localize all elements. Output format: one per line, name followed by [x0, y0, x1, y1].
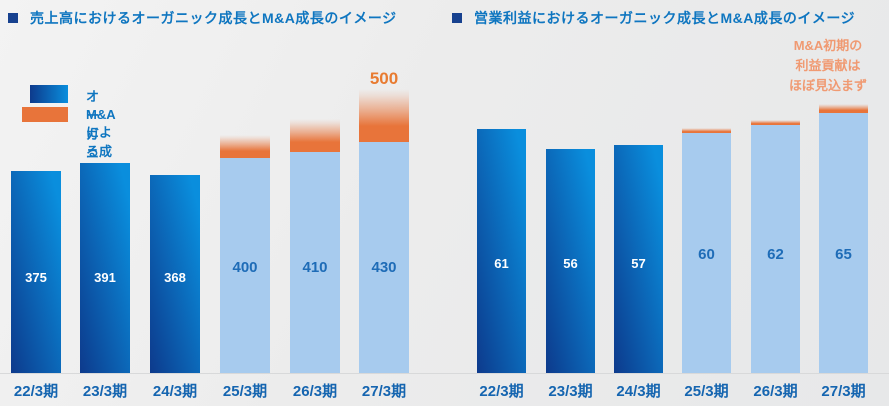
x-axis-label: 22/3期: [479, 383, 524, 400]
annotation-line: 利益貢献は: [795, 58, 861, 73]
bar: 56: [546, 149, 595, 373]
bar-value-label: 62: [767, 246, 784, 263]
annotation-line: M&A初期の: [793, 38, 863, 53]
bar-value-label: 391: [94, 270, 116, 285]
x-axis-label: 25/3期: [222, 383, 268, 400]
bar-value-label: 56: [563, 256, 578, 271]
mna-cap: [682, 128, 731, 133]
x-axis-label: 25/3期: [684, 383, 729, 400]
mna-cap: [819, 104, 868, 113]
bar: 65: [819, 104, 868, 373]
x-axis-label: 22/3期: [13, 383, 59, 400]
left-chart-title: 売上高におけるオーガニック成長とM&A成長のイメージ: [30, 10, 397, 26]
mna-cap: [220, 135, 270, 158]
mna-profit-annotation: M&A初期の 利益貢献は ほぼ見込まず: [772, 36, 884, 96]
left-chart-title-row: 売上高におけるオーガニック成長とM&A成長のイメージ: [8, 8, 397, 28]
x-axis-label: 27/3期: [821, 383, 866, 400]
bar: 410: [290, 119, 340, 373]
mna-cap: [359, 89, 409, 142]
bar-value-label: 430: [371, 259, 397, 276]
bar: 61: [477, 129, 526, 373]
mna-cap: [751, 120, 800, 125]
bar: 57: [614, 145, 663, 373]
x-axis-label: 26/3期: [292, 383, 338, 400]
legend-label-mna: M&Aによる成長: [86, 107, 116, 178]
x-axis-label: 23/3期: [548, 383, 593, 400]
bar: 60: [682, 128, 731, 373]
axis-baseline: [0, 373, 889, 374]
x-axis-label: 26/3期: [753, 383, 798, 400]
bar-value-label: 375: [25, 270, 47, 285]
bar-value-label: 61: [494, 256, 509, 271]
right-chart-title-row: 営業利益におけるオーガニック成長とM&A成長のイメージ: [452, 8, 855, 28]
mna-cap: [290, 119, 340, 152]
x-axis-label: 27/3期: [361, 383, 407, 400]
x-axis-label: 23/3期: [82, 383, 128, 400]
legend-swatch-mna: [22, 107, 68, 122]
square-bullet-icon: [452, 13, 462, 23]
bar-value-label: 57: [631, 256, 646, 271]
bar-value-label: 65: [835, 246, 852, 263]
bar: 430: [359, 89, 409, 373]
bar-value-label: 60: [698, 246, 715, 263]
legend-swatch-organic: [30, 85, 68, 103]
x-axis-label: 24/3期: [152, 383, 198, 400]
bar: 375: [11, 171, 61, 373]
bar: 391: [80, 163, 130, 373]
bar-value-label: 368: [164, 270, 186, 285]
x-axis-label: 24/3期: [616, 383, 661, 400]
bar: 62: [751, 120, 800, 373]
bar-value-label: 410: [302, 259, 328, 276]
bar: 368: [150, 175, 200, 373]
bar-value-label: 400: [232, 259, 258, 276]
peak-total-label: 500: [369, 69, 399, 88]
annotation-line: ほぼ見込まず: [788, 78, 867, 93]
right-chart-title: 営業利益におけるオーガニック成長とM&A成長のイメージ: [474, 10, 856, 26]
bar: 400: [220, 135, 270, 373]
square-bullet-icon: [8, 13, 18, 23]
